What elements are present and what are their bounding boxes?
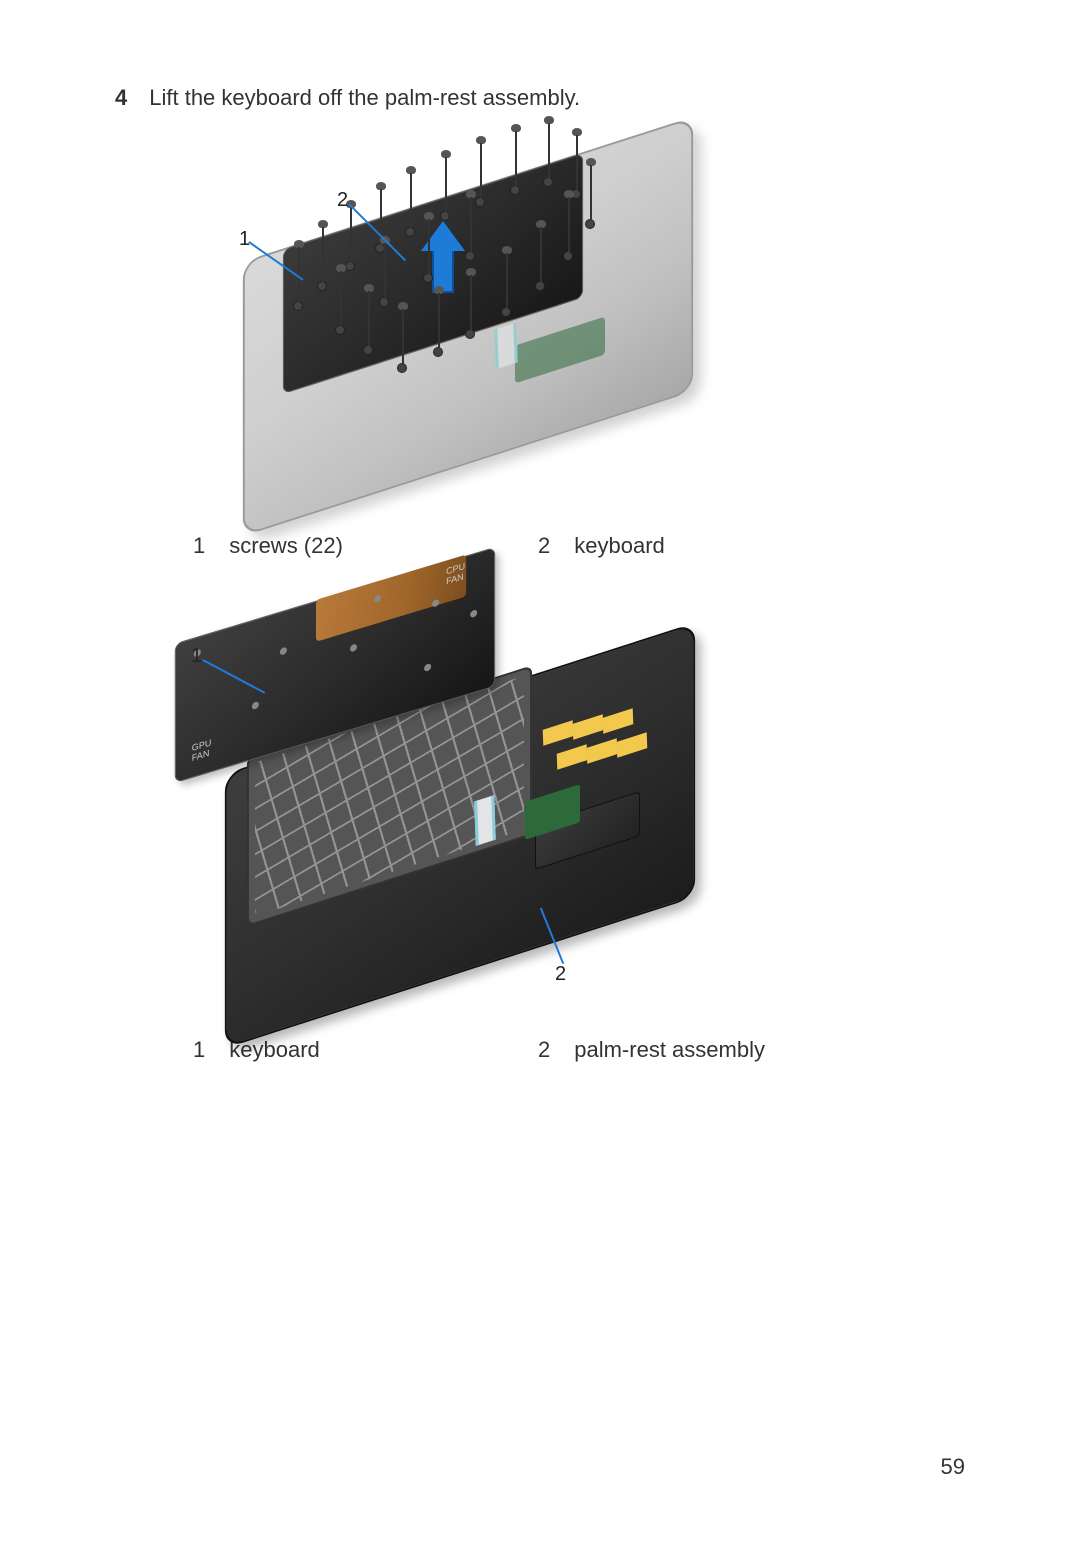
screw-icon <box>335 325 345 335</box>
legend-num: 2 <box>538 533 550 559</box>
heat-spreader <box>316 555 466 642</box>
screw-icon <box>423 273 433 283</box>
screw-icon <box>405 227 415 237</box>
screw-icon <box>379 297 389 307</box>
screw-icon <box>397 363 407 373</box>
legend-item: 2 keyboard <box>538 533 665 559</box>
screw-icon <box>543 177 553 187</box>
figure-1-legend: 1 screws (22) 2 keyboard <box>115 533 965 559</box>
screw-icon <box>535 281 545 291</box>
screw-icon <box>345 261 355 271</box>
callout-number: 1 <box>191 645 202 668</box>
figure-2: GPUFANCPUFAN 12 <box>155 583 715 1023</box>
legend-num: 1 <box>193 533 205 559</box>
screw-icon <box>433 347 443 357</box>
legend-item: 2 palm-rest assembly <box>538 1037 765 1063</box>
figure-1: 12 <box>165 131 705 511</box>
callout-number: 1 <box>239 228 250 251</box>
screw-icon <box>475 197 485 207</box>
screw-icon <box>510 185 520 195</box>
screw-icon <box>465 251 475 261</box>
screw-hole-icon <box>424 663 431 672</box>
ribbon-cable <box>474 795 496 846</box>
screw-icon <box>585 219 595 229</box>
legend-num: 2 <box>538 1037 550 1063</box>
legend-label: screws (22) <box>229 533 343 559</box>
step-line: 4 Lift the keyboard off the palm-rest as… <box>115 85 965 111</box>
screw-hole-icon <box>470 609 477 618</box>
ribbon-cable <box>494 323 517 370</box>
screw-icon <box>363 345 373 355</box>
legend-label: palm-rest assembly <box>574 1037 765 1063</box>
screw-hole-icon <box>350 643 357 652</box>
step-number: 4 <box>115 85 127 111</box>
step-text: Lift the keyboard off the palm-rest asse… <box>149 85 580 111</box>
callout-number: 2 <box>555 963 566 986</box>
screw-icon <box>465 329 475 339</box>
screw-icon <box>563 251 573 261</box>
screw-hole-icon <box>432 599 439 608</box>
legend-num: 1 <box>193 1037 205 1063</box>
screw-icon <box>293 301 303 311</box>
screw-icon <box>440 211 450 221</box>
callout-number: 2 <box>337 189 348 212</box>
legend-label: keyboard <box>574 533 665 559</box>
screw-icon <box>501 307 511 317</box>
screw-hole-icon <box>280 647 287 656</box>
screw-hole-icon <box>252 701 259 710</box>
page-number: 59 <box>941 1454 965 1480</box>
screw-icon <box>317 281 327 291</box>
